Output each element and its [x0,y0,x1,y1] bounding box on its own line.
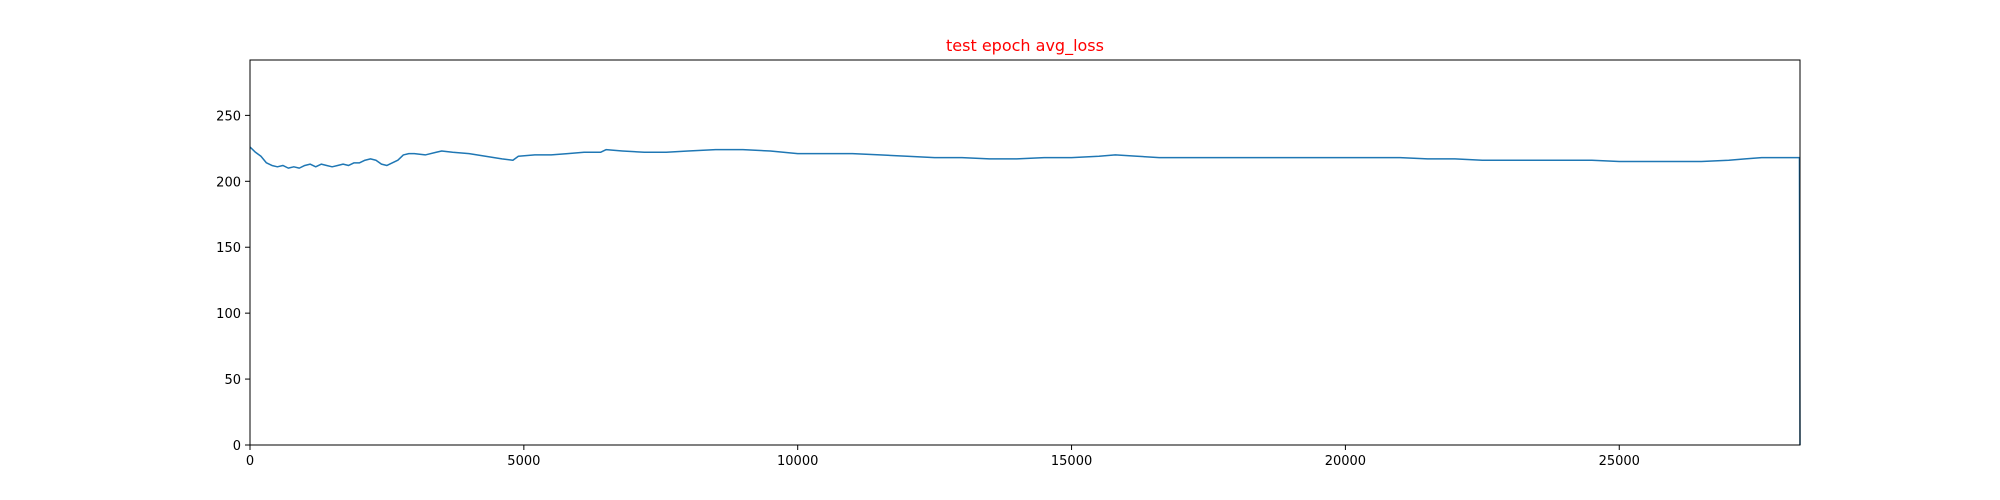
series-line [249,146,1801,446]
y-tick-label: 100 [216,307,241,322]
y-tick-label: 50 [224,373,241,388]
y-tick-label: 0 [233,439,241,454]
x-tick-label: 15000 [1051,454,1092,469]
x-axis: 0 5000 10000 15000 20000 25000 [246,445,1640,469]
y-tick-label: 250 [216,109,241,124]
y-axis: 0 50 100 150 200 250 [216,109,250,454]
x-tick-label: 10000 [777,454,818,469]
x-tick-label: 25000 [1599,454,1640,469]
y-tick-label: 150 [216,241,241,256]
x-tick-label: 0 [246,454,254,469]
x-tick-label: 20000 [1325,454,1366,469]
chart-title: test epoch avg_loss [946,36,1104,56]
y-tick-label: 200 [216,175,241,190]
plot-area-frame [249,59,1801,446]
series-layer [249,146,1801,446]
x-tick-label: 5000 [507,454,540,469]
